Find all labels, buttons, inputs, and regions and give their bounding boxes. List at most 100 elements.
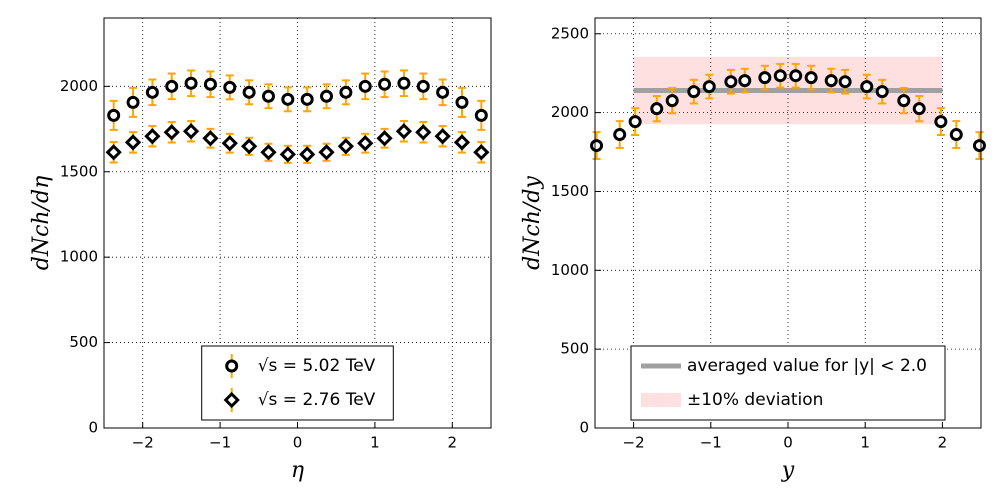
x-tick-label: −2 (132, 434, 154, 452)
marker (202, 130, 219, 147)
marker (949, 128, 963, 142)
marker (416, 79, 430, 93)
legend-label: averaged value for |y| < 2.0 (687, 356, 927, 376)
marker (223, 80, 237, 94)
marker (279, 146, 296, 163)
y-tick-label: 2000 (60, 77, 98, 95)
marker (702, 80, 716, 94)
marker (261, 89, 275, 103)
legend-key (223, 391, 240, 409)
marker (358, 79, 372, 93)
x-tick-label: −2 (623, 434, 645, 452)
marker (473, 144, 490, 161)
y-tick-label: 500 (560, 340, 589, 358)
legend: averaged value for |y| < 2.0 ±10% deviati… (630, 345, 946, 421)
plot-frame (594, 17, 982, 429)
legend-key (640, 393, 681, 407)
x-tick-label: −1 (700, 434, 722, 452)
marker (124, 134, 142, 151)
marker (241, 138, 258, 155)
marker (144, 128, 161, 145)
marker (738, 74, 752, 88)
marker (397, 76, 411, 90)
marker (184, 76, 198, 90)
y-tick-label: 2000 (551, 103, 589, 121)
legend-key (225, 359, 239, 373)
marker (773, 69, 787, 83)
marker (126, 95, 140, 109)
marker (203, 77, 217, 91)
y-axis-label: dNch/dη (29, 176, 54, 271)
marker (165, 79, 179, 93)
marker (357, 135, 374, 152)
x-axis-label: y (781, 458, 795, 483)
marker (804, 71, 818, 85)
marker (628, 115, 642, 129)
y-tick-label: 0 (88, 419, 98, 437)
marker (838, 75, 852, 89)
y-tick-label: 1500 (60, 162, 98, 180)
marker (724, 75, 738, 89)
marker (299, 146, 316, 163)
marker (972, 139, 986, 153)
marker (378, 77, 392, 91)
marker (934, 115, 948, 129)
legend-label: √s = 5.02 TeV (258, 356, 376, 376)
marker (758, 71, 772, 85)
marker (613, 128, 627, 142)
marker (474, 108, 488, 122)
legend-frame (201, 345, 394, 421)
marker (824, 74, 838, 88)
x-axis-label: η (291, 458, 304, 483)
y-tick-label: 0 (579, 419, 589, 437)
marker (300, 92, 314, 106)
marker (376, 130, 393, 147)
y-tick-label: 2500 (551, 24, 589, 42)
marker (163, 124, 180, 141)
x-tick-label: 1 (370, 434, 380, 452)
legend-label: ±10% deviation (687, 390, 823, 410)
marker (590, 139, 604, 153)
marker (182, 123, 200, 140)
marker (105, 144, 122, 161)
marker (320, 89, 334, 103)
marker (395, 123, 413, 140)
y-tick-label: 1000 (551, 261, 589, 279)
marker (337, 138, 354, 155)
marker (875, 85, 889, 99)
y-axis-label: dNch/dy (520, 176, 545, 270)
panel: −2 −1 0 1 2 0 500 1000 1500 2000 η dNch/dη (29, 17, 492, 483)
marker (145, 85, 159, 99)
x-tick-label: 1 (860, 434, 870, 452)
plot-frame (103, 17, 492, 429)
x-tick-label: 2 (938, 434, 948, 452)
marker (665, 94, 679, 108)
marker (789, 69, 803, 83)
marker (434, 128, 451, 145)
marker (339, 85, 353, 99)
legend-frame (630, 345, 946, 421)
legend-label: √s = 2.76 TeV (258, 390, 376, 410)
marker (221, 135, 238, 152)
marker (687, 85, 701, 99)
y-tick-label: 500 (69, 333, 98, 351)
x-tick-label: −1 (209, 434, 231, 452)
x-tick-label: 0 (293, 434, 303, 452)
marker (318, 144, 335, 161)
y-tick-label: 1000 (60, 248, 98, 266)
marker (455, 95, 469, 109)
marker (415, 124, 432, 141)
marker (650, 102, 664, 116)
x-tick-label: 2 (448, 434, 458, 452)
marker (860, 80, 874, 94)
marker (242, 85, 256, 99)
marker (453, 134, 471, 151)
marker (436, 85, 450, 99)
marker (260, 144, 277, 161)
legend: √s = 5.02 TeV √s = 2.76 TeV (201, 345, 394, 421)
marker (912, 102, 926, 116)
x-tick-label: 0 (783, 434, 793, 452)
y-tick-label: 1500 (551, 182, 589, 200)
marker (107, 108, 121, 122)
